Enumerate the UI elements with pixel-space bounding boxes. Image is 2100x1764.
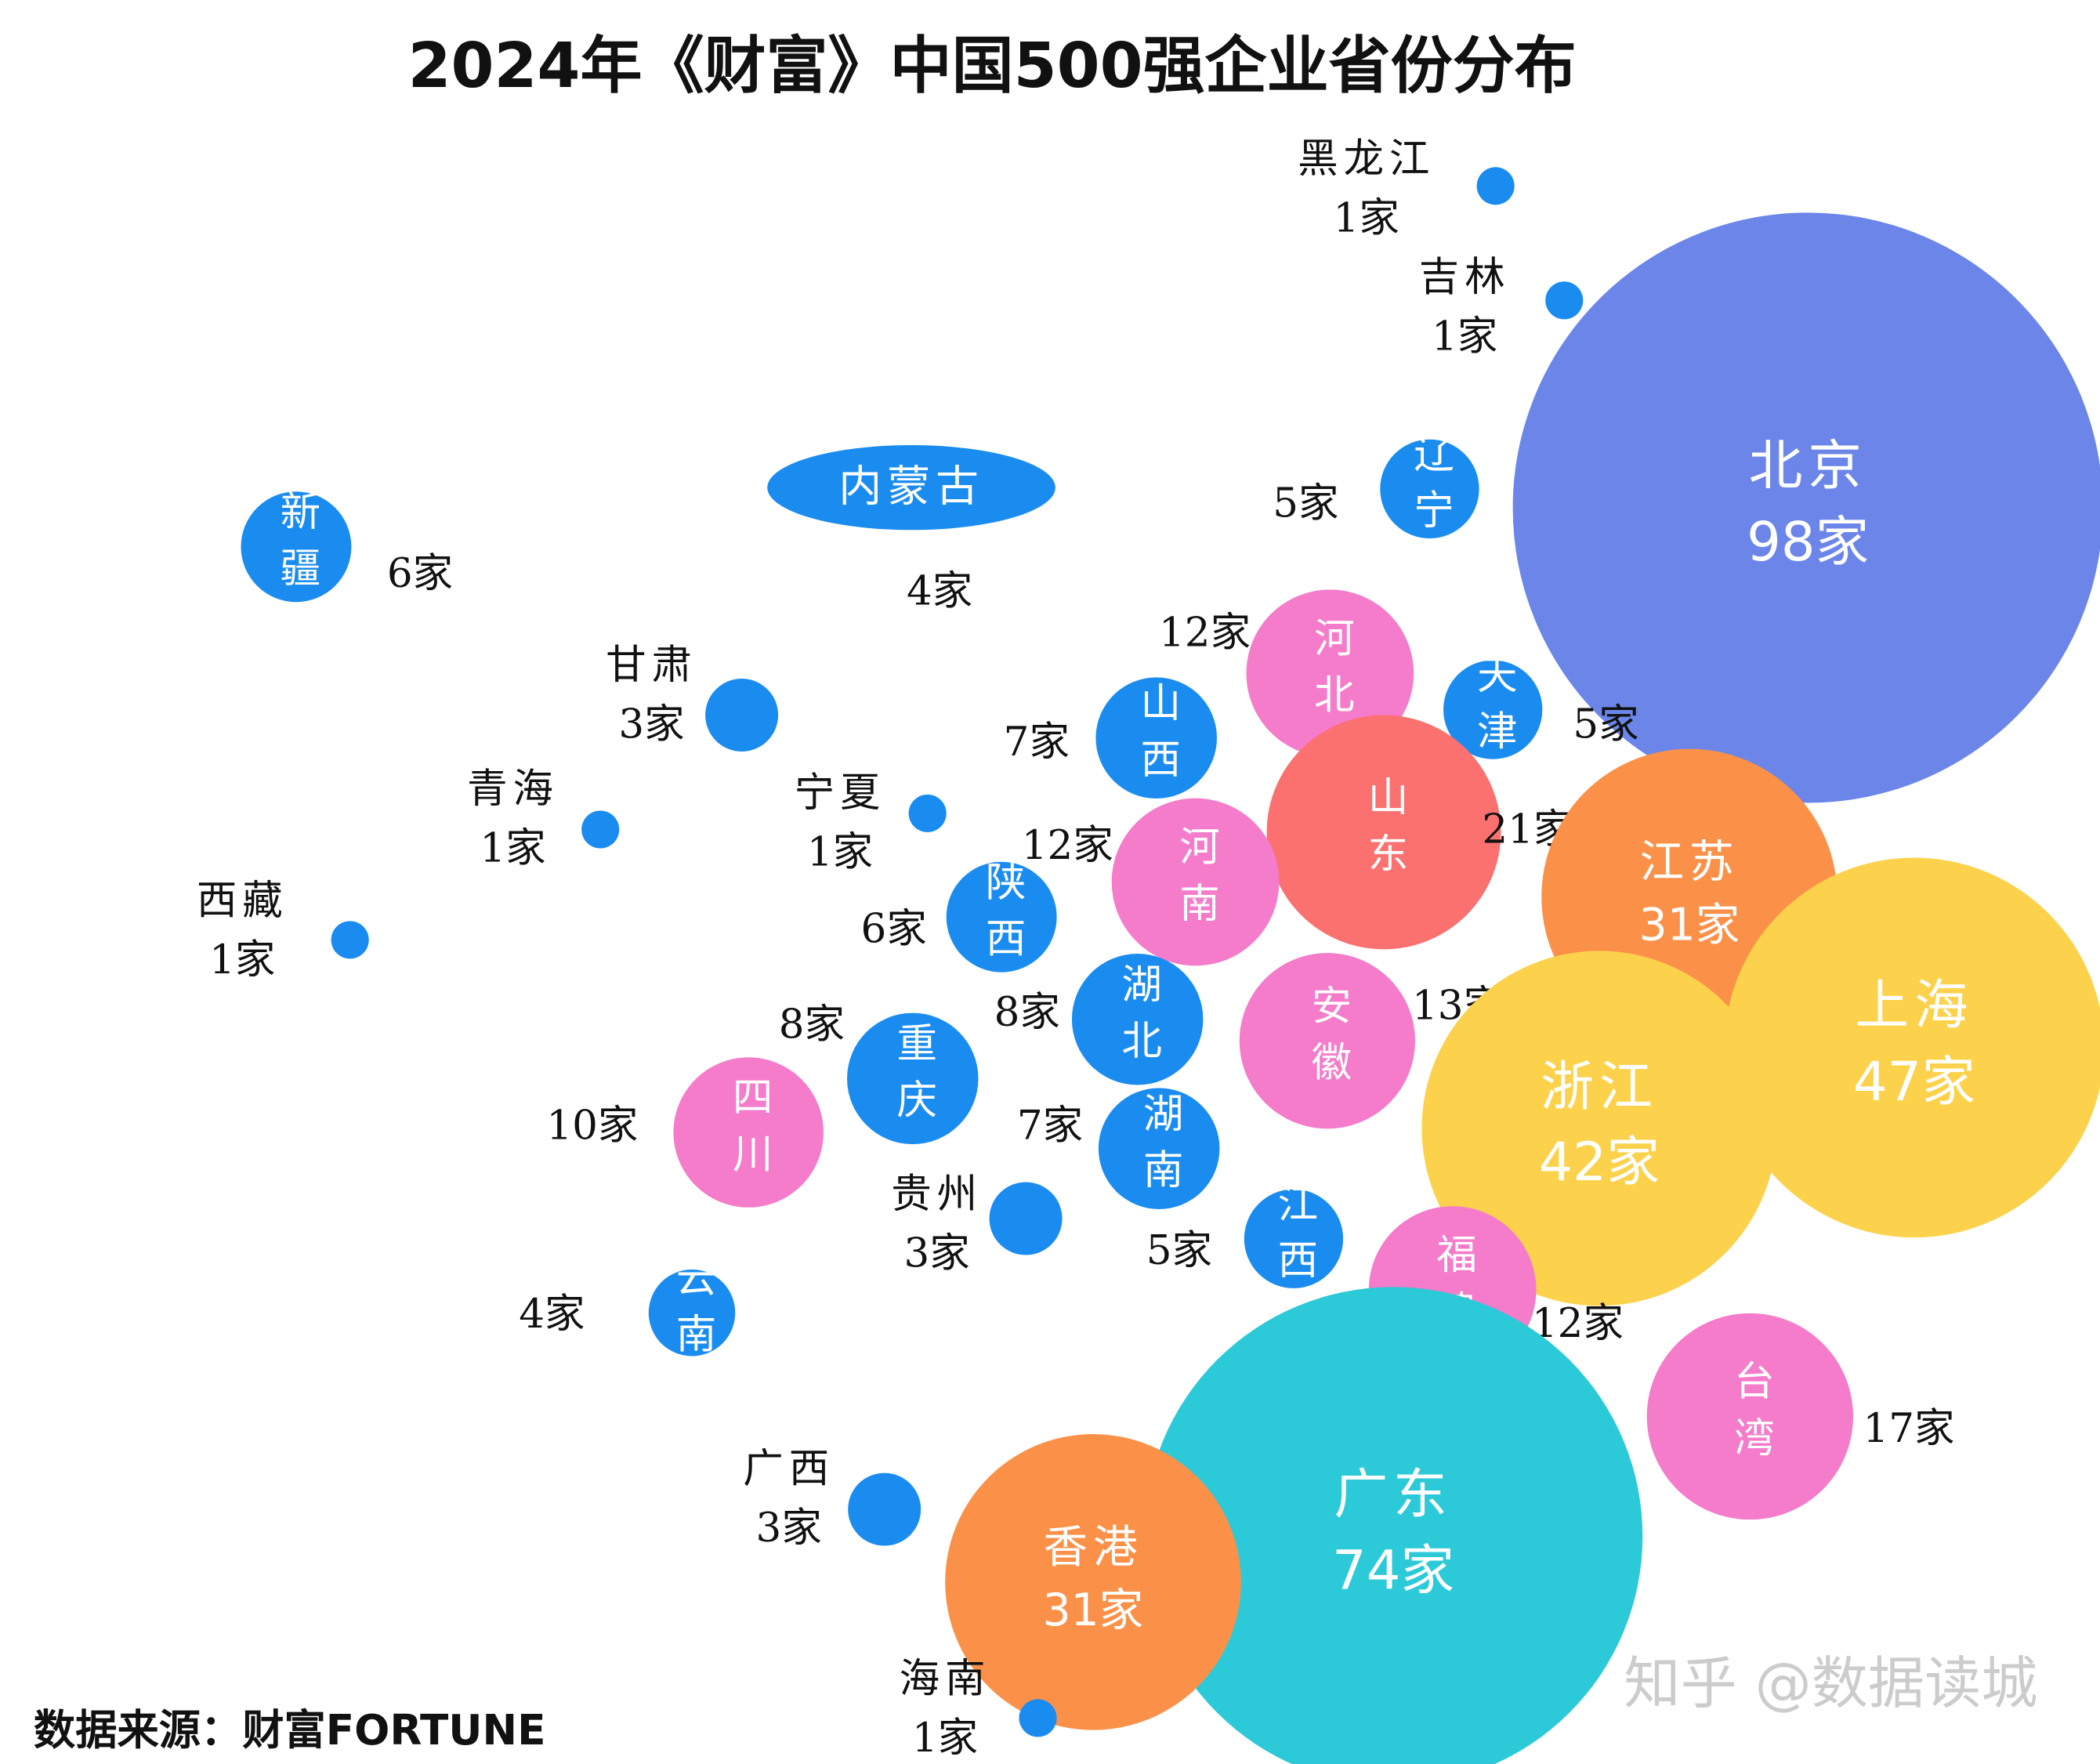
- bubble: [908, 794, 947, 832]
- value-label: 42家: [1539, 1132, 1660, 1194]
- bubble: [1545, 281, 1584, 320]
- bubble-name: 台湾: [1726, 1360, 1773, 1472]
- region-name: 海南: [900, 1655, 991, 1702]
- bubble: [1095, 677, 1218, 799]
- value-label: 17家: [1863, 1405, 1955, 1452]
- value-label: 74家: [1332, 1540, 1454, 1603]
- value-label: 7家: [1004, 719, 1070, 766]
- value-label: 4家: [519, 1291, 585, 1338]
- value-label: 12家: [1159, 610, 1251, 657]
- bubble-name: 河南: [1172, 825, 1219, 938]
- bubble: [241, 491, 352, 603]
- region-name: 贵州: [891, 1171, 983, 1218]
- value-label: 5家: [1146, 1227, 1212, 1274]
- bubble-name: 山西: [1133, 682, 1180, 795]
- bubble: [1019, 1699, 1057, 1737]
- region-name: 黑龙江: [1298, 136, 1435, 183]
- bubble-name: 安徽: [1304, 984, 1351, 1097]
- bubble-name: 四川: [725, 1076, 772, 1189]
- value-label: 3家: [904, 1230, 970, 1277]
- bubble-name: 陕西: [978, 860, 1025, 973]
- value-label: 1家: [480, 824, 545, 871]
- bubble-name: 辽宁: [1406, 433, 1453, 545]
- bubble: [1512, 212, 2100, 803]
- value-label: 3家: [756, 1505, 822, 1552]
- value-label: 4家: [907, 567, 972, 614]
- value-label: 98家: [1747, 511, 1869, 574]
- bubble: [1071, 953, 1204, 1085]
- value-label: 3家: [618, 701, 684, 748]
- bubble: [648, 1269, 736, 1357]
- region-name: 西藏: [197, 877, 288, 924]
- value-label: 1家: [209, 936, 275, 983]
- bubble-name: 广东: [1334, 1463, 1452, 1526]
- value-label: 5家: [1273, 480, 1338, 527]
- watermark: 知乎 @数据读城: [1624, 1651, 2037, 1717]
- bubble: [331, 921, 369, 959]
- value-label: 1家: [807, 829, 873, 876]
- bubble-name: 天津: [1469, 653, 1516, 766]
- bubble: [673, 1057, 824, 1208]
- value-label: 47家: [1853, 1051, 1975, 1114]
- value-label: 10家: [546, 1102, 638, 1149]
- bubble-name: 江西: [1270, 1183, 1317, 1295]
- bubble: [581, 810, 620, 849]
- value-label: 8家: [994, 989, 1060, 1036]
- bubble: [1266, 715, 1501, 950]
- bubble: [1421, 951, 1777, 1306]
- region-name: 吉林: [1419, 254, 1511, 301]
- chart-title: 2024年《财富》中国500强企业省份分布: [408, 30, 1577, 102]
- value-label: 1家: [1334, 194, 1399, 241]
- bubble: [847, 1012, 979, 1145]
- bubble: [1098, 1088, 1220, 1209]
- bubble-name: 重庆: [889, 1022, 936, 1135]
- bubble-name: 云南: [668, 1256, 715, 1369]
- value-label: 7家: [1017, 1102, 1083, 1149]
- bubble: [1443, 660, 1543, 759]
- bubble-name: 湖北: [1114, 963, 1161, 1076]
- bubble-name: 湖南: [1135, 1092, 1182, 1205]
- bubble: [1724, 857, 2100, 1238]
- bubble-name: 北京: [1749, 435, 1867, 498]
- bubble: [989, 1182, 1063, 1255]
- value-label: 12家: [1022, 822, 1113, 869]
- bubble-name: 江苏: [1640, 836, 1740, 888]
- value-label: 6家: [387, 550, 453, 597]
- source: 数据来源：财富FORTUNE: [34, 1706, 546, 1755]
- value-label: 1家: [912, 1715, 978, 1762]
- value-label: 6家: [861, 906, 927, 953]
- value-label: 1家: [1432, 313, 1497, 360]
- bubble: [946, 861, 1057, 973]
- bubble: [1380, 439, 1479, 539]
- bubble-name: 新疆: [273, 491, 320, 603]
- bubble-name: 上海: [1855, 975, 1973, 1038]
- value-label: 5家: [1573, 701, 1638, 748]
- bubble-name: 山东: [1360, 776, 1407, 889]
- bubble-name: 内蒙古: [838, 462, 984, 512]
- bubble: [848, 1472, 921, 1546]
- bubble: [945, 1434, 1241, 1730]
- bubble: [767, 444, 1055, 531]
- bubble-name: 香港: [1043, 1522, 1142, 1574]
- bubble: [1239, 953, 1415, 1129]
- region-name: 甘肃: [606, 642, 697, 689]
- bubble-name: 河北: [1306, 617, 1353, 730]
- bubble: [1476, 167, 1515, 205]
- region-name: 宁夏: [795, 770, 886, 817]
- value-label: 31家: [1639, 900, 1740, 951]
- bubble: [1246, 589, 1414, 758]
- bubble: [1143, 1287, 1643, 1764]
- value-label: 8家: [779, 1002, 845, 1049]
- region-name: 广西: [743, 1445, 835, 1492]
- value-label: 31家: [1043, 1585, 1144, 1636]
- value-label: 12家: [1532, 1300, 1624, 1347]
- bubble: [1244, 1189, 1344, 1288]
- region-name: 青海: [467, 766, 559, 813]
- bubble: [1111, 798, 1280, 966]
- bubble: [705, 678, 779, 752]
- bubble-name: 浙江: [1541, 1056, 1658, 1118]
- bubble: [1646, 1313, 1853, 1520]
